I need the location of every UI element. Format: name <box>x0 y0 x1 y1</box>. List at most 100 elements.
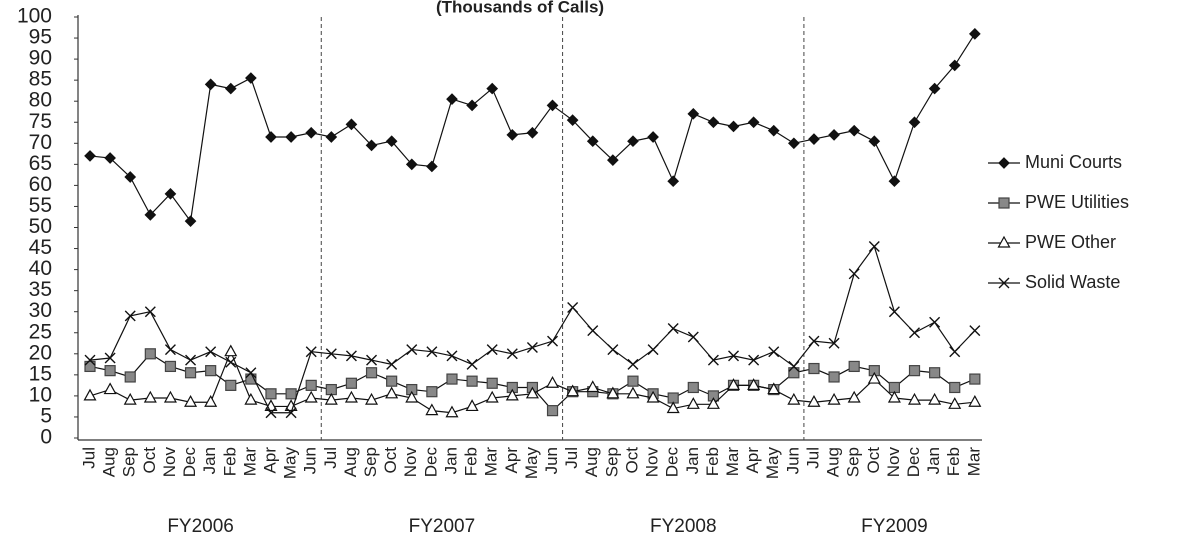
marker <box>245 72 257 84</box>
marker <box>969 325 981 337</box>
marker <box>747 116 760 129</box>
x-tick-label: Feb <box>220 447 239 476</box>
y-tick-label: 25 <box>29 320 52 343</box>
marker <box>948 59 961 72</box>
marker <box>908 365 921 377</box>
marker <box>385 386 399 399</box>
marker <box>144 209 157 221</box>
x-tick-label: May <box>522 447 541 480</box>
x-tick-label: Jul <box>803 447 822 469</box>
x-tick-label: Dec <box>421 447 440 478</box>
marker <box>707 354 719 366</box>
marker <box>365 392 379 405</box>
marker <box>204 78 217 91</box>
marker <box>888 306 900 318</box>
x-tick-label: May <box>281 447 300 480</box>
marker <box>385 135 398 148</box>
group-label: FY2006 <box>167 516 234 537</box>
marker <box>103 382 117 395</box>
marker <box>265 131 277 143</box>
x-tick-label: Sep <box>844 447 863 477</box>
marker <box>345 118 358 131</box>
marker <box>767 382 781 395</box>
x-tick-label: Jul <box>79 447 98 469</box>
marker <box>968 27 981 40</box>
y-tick-label: 30 <box>29 299 52 322</box>
marker <box>486 344 498 356</box>
x-tick-label: Jan <box>924 447 943 474</box>
marker <box>928 82 941 95</box>
marker <box>687 381 699 394</box>
x-tick-label: Jul <box>562 447 581 469</box>
marker <box>405 158 418 171</box>
marker <box>466 99 478 112</box>
marker <box>907 392 922 405</box>
marker <box>546 99 559 112</box>
marker <box>445 405 459 418</box>
marker <box>828 337 840 349</box>
x-tick-label: Aug <box>100 447 119 477</box>
marker <box>204 394 218 407</box>
marker <box>265 388 277 400</box>
marker <box>748 354 760 366</box>
marker <box>123 392 137 405</box>
marker <box>929 367 941 379</box>
marker <box>506 129 519 141</box>
marker <box>426 346 438 358</box>
marker <box>768 346 780 358</box>
marker <box>627 135 639 148</box>
x-tick-label: Jun <box>301 447 320 474</box>
group-label: FY2008 <box>650 516 717 537</box>
marker <box>164 344 176 356</box>
marker <box>586 135 599 148</box>
marker <box>929 316 941 328</box>
marker <box>446 93 458 105</box>
x-tick-label: Feb <box>462 447 481 476</box>
marker <box>406 344 418 356</box>
y-tick-label: 70 <box>29 131 52 154</box>
marker <box>365 367 378 379</box>
marker <box>606 386 620 399</box>
marker <box>285 131 297 143</box>
x-tick-label: Mar <box>482 447 501 477</box>
marker <box>506 348 518 360</box>
marker <box>224 82 237 95</box>
legend-label: Solid Waste <box>1025 272 1120 292</box>
marker <box>949 381 961 394</box>
y-tick-label: 65 <box>29 152 52 175</box>
y-tick-label: 20 <box>29 341 52 364</box>
marker <box>727 120 740 133</box>
marker <box>466 375 478 387</box>
x-tick-label: Aug <box>582 447 601 477</box>
x-tick-label: Nov <box>401 447 420 478</box>
marker <box>909 327 921 339</box>
y-tick-label: 95 <box>29 26 52 49</box>
legend-marker <box>997 235 1011 248</box>
y-tick-label: 10 <box>29 383 52 406</box>
marker <box>285 388 297 400</box>
marker <box>205 346 217 358</box>
marker <box>646 390 660 403</box>
marker <box>587 325 599 337</box>
marker <box>626 386 640 399</box>
x-tick-label: Sep <box>361 447 380 477</box>
marker <box>647 131 659 143</box>
marker <box>627 358 639 370</box>
marker <box>747 378 761 390</box>
x-tick-label: Feb <box>944 447 963 476</box>
marker <box>425 403 439 416</box>
marker <box>848 360 860 373</box>
marker <box>144 348 156 360</box>
y-tick-label: 60 <box>29 173 52 196</box>
marker <box>325 131 338 143</box>
marker <box>928 392 942 405</box>
marker <box>446 350 458 362</box>
y-tick-label: 100 <box>17 5 52 28</box>
marker <box>486 377 498 389</box>
x-tick-label: Aug <box>824 447 843 477</box>
x-tick-label: Nov <box>643 447 662 478</box>
marker <box>788 360 800 372</box>
x-tick-label: Nov <box>884 447 903 478</box>
x-tick-label: Apr <box>260 447 279 474</box>
marker <box>686 397 700 409</box>
